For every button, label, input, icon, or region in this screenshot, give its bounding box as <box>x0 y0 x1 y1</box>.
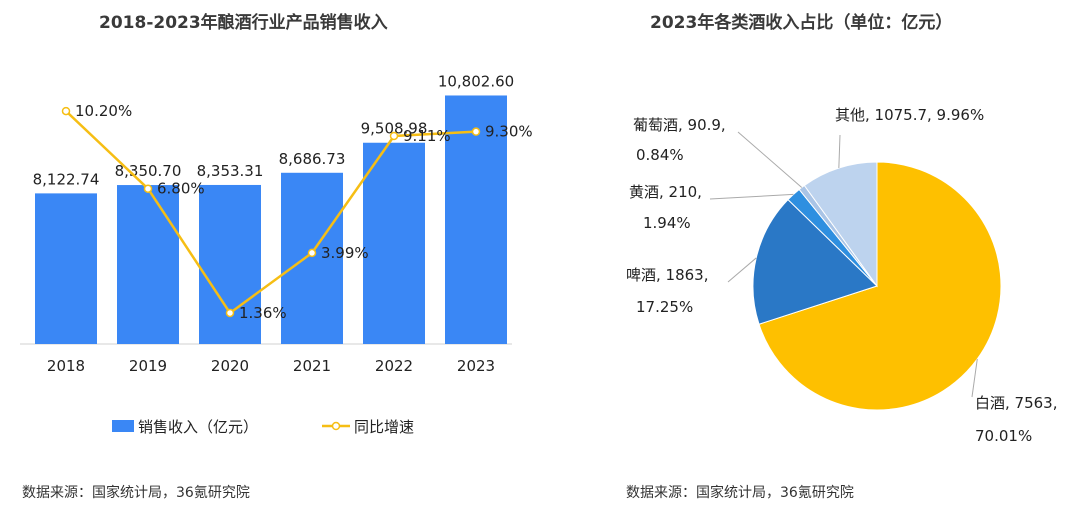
bar-value-label-2018: 8,122.74 <box>33 170 100 188</box>
pie-leader-其他 <box>838 134 841 169</box>
bar-value-label-2019: 8,350.70 <box>115 162 182 180</box>
growth-point-2022 <box>389 131 399 141</box>
growth-label-2021: 3.99% <box>321 244 369 262</box>
legend-line-marker <box>331 421 341 431</box>
legend-bar-label: 销售收入（亿元） <box>138 418 258 436</box>
x-tick-label-2023: 2023 <box>457 357 495 375</box>
pie-leader-白酒 <box>971 358 978 398</box>
bar-value-label-2023: 10,802.60 <box>438 72 514 90</box>
pie-label-葡萄酒: 葡萄酒, 90.9, <box>633 116 726 134</box>
bar-2018 <box>35 193 97 344</box>
pie-chart-title: 2023年各类酒收入占比（单位：亿元） <box>650 13 953 33</box>
bar-chart-source: 数据来源：国家统计局，36氪研究院 <box>22 485 250 501</box>
bar-2023 <box>445 95 507 344</box>
growth-label-2023: 9.30% <box>485 123 533 141</box>
pie-percent-葡萄酒: 0.84% <box>636 146 684 164</box>
growth-point-2019 <box>143 184 153 193</box>
pie-label-白酒: 白酒, 7563, <box>975 394 1057 412</box>
pie-percent-白酒: 70.01% <box>975 427 1032 445</box>
pie-percent-啤酒: 17.25% <box>636 298 693 316</box>
bar-value-label-2021: 8,686.73 <box>279 150 346 168</box>
pie-leader-啤酒 <box>727 257 757 283</box>
pie-slice-白酒 <box>758 161 1002 411</box>
pie-chart: 白酒, 7563, 70.01% 啤酒, 1863, 17.25% 黄酒, 210, 1.… <box>626 106 1057 445</box>
pie-slice-啤酒 <box>752 198 878 325</box>
growth-point-2018 <box>61 106 71 116</box>
growth-point-2023 <box>471 127 481 136</box>
x-tick-label-2021: 2021 <box>293 357 331 375</box>
x-tick-label-2018: 2018 <box>47 357 85 375</box>
pie-chart-source: 数据来源：国家统计局，36氪研究院 <box>626 485 854 501</box>
growth-label-2020: 1.36% <box>239 304 287 322</box>
growth-point-2021 <box>307 248 317 258</box>
bar-2020 <box>199 184 261 344</box>
bar-2021 <box>281 172 343 344</box>
x-tick-label-2020: 2020 <box>211 357 249 375</box>
bar-chart-title: 2018-2023年酿酒行业产品销售收入 <box>99 13 388 33</box>
growth-label-2022: 9.11% <box>403 127 451 145</box>
pie-slice-其他 <box>803 161 878 288</box>
bar-2022 <box>363 142 425 344</box>
pie-leader-黄酒 <box>709 193 794 200</box>
bar-2019 <box>117 185 179 344</box>
legend-line-label: 同比增速 <box>354 418 414 436</box>
bar-line-chart: 8,122.74 2018 8,350.70 2019 8,353.31 2020 8,68… <box>20 72 533 436</box>
pie-percent-黄酒: 1.94% <box>643 214 691 232</box>
pie-label-黄酒: 黄酒, 210, <box>629 183 702 201</box>
growth-rate-line <box>65 110 477 315</box>
pie-label-啤酒: 啤酒, 1863, <box>626 266 708 284</box>
bar-value-label-2022: 9,508.98 <box>361 120 428 138</box>
x-tick-label-2022: 2022 <box>375 357 413 375</box>
growth-point-2020 <box>225 308 235 318</box>
x-tick-label-2019: 2019 <box>129 357 167 375</box>
growth-label-2018: 10.20% <box>75 102 132 120</box>
growth-label-2019: 6.80% <box>157 180 205 198</box>
pie-leader-葡萄酒 <box>737 131 803 188</box>
legend-bar-swatch <box>112 420 134 432</box>
pie-label-其他: 其他, 1075.7, 9.96% <box>835 106 984 124</box>
bar-value-label-2020: 8,353.31 <box>197 162 264 180</box>
